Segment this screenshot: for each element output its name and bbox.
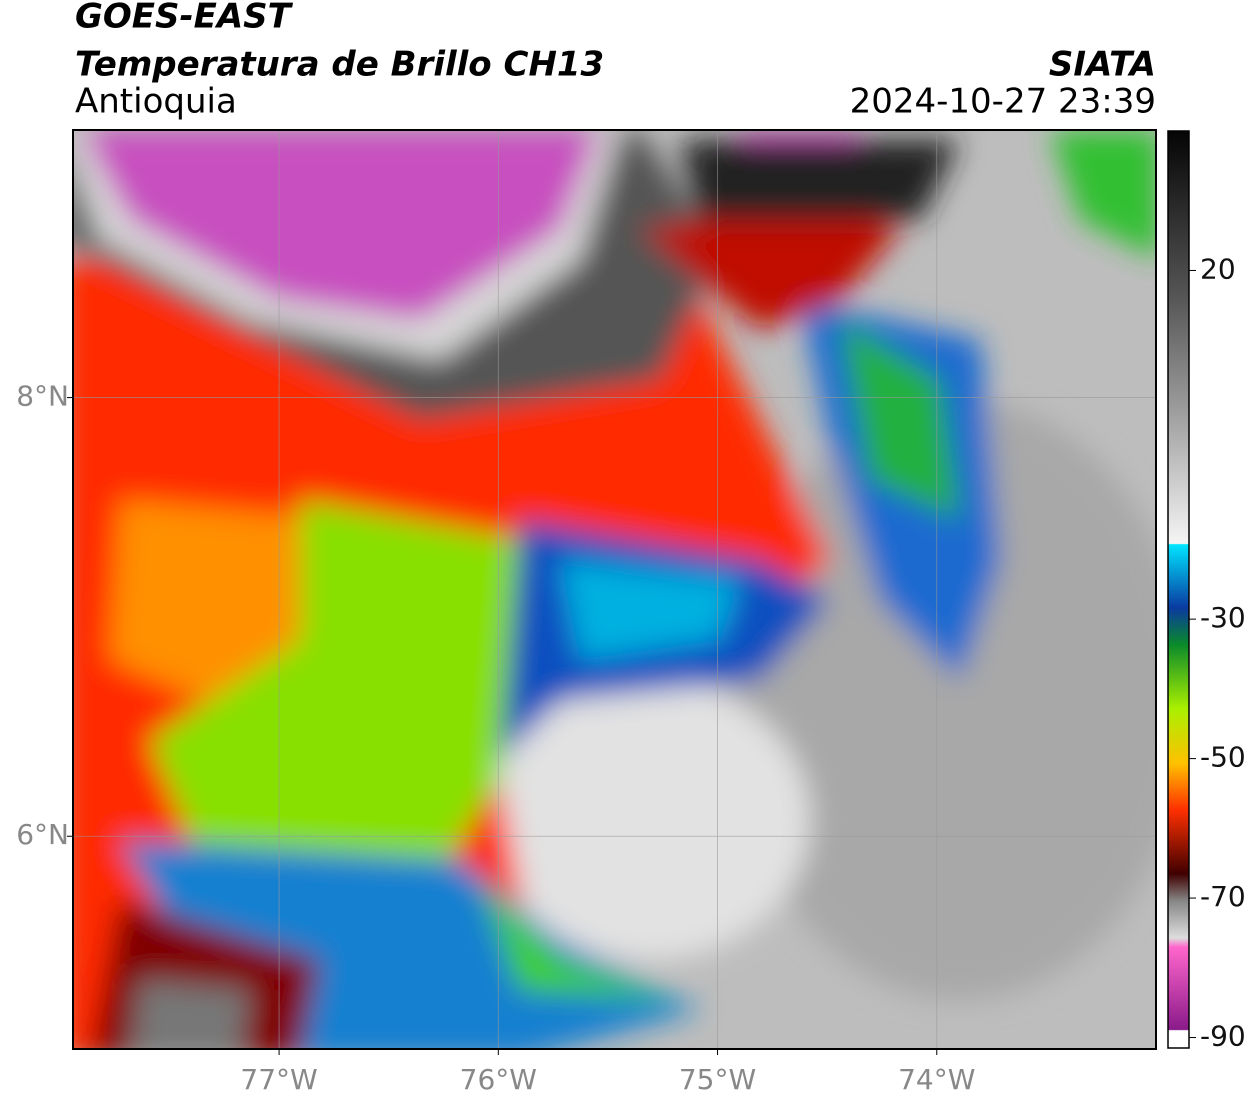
colorbar [1167,130,1190,1049]
colorbar-tick-label: -70 [1200,880,1246,913]
map-frame [72,129,1157,1050]
colorbar-tick-label: -90 [1200,1020,1246,1053]
colorbar-tick-label: -50 [1200,741,1246,774]
satellite-image [73,130,1156,1049]
lat-tick-label: 6°N [16,818,69,851]
satellite: GOES-EAST [75,0,294,37]
graticule [73,130,1156,1049]
lat-tick-label: 8°N [16,380,69,413]
source: SIATA [1049,45,1156,85]
colorbar-tick-label: -30 [1200,601,1246,634]
region: Antioquia [75,82,237,122]
datetime: 2024-10-27 23:39 [850,82,1156,122]
lon-tick-label: 75°W [679,1063,756,1096]
lon-tick-label: 74°W [898,1063,975,1096]
lon-tick-label: 77°W [240,1063,317,1096]
product: Temperatura de Brillo CH13 [75,45,604,85]
colorbar-tick-label: 20 [1200,252,1236,285]
lon-tick-label: 76°W [460,1063,537,1096]
